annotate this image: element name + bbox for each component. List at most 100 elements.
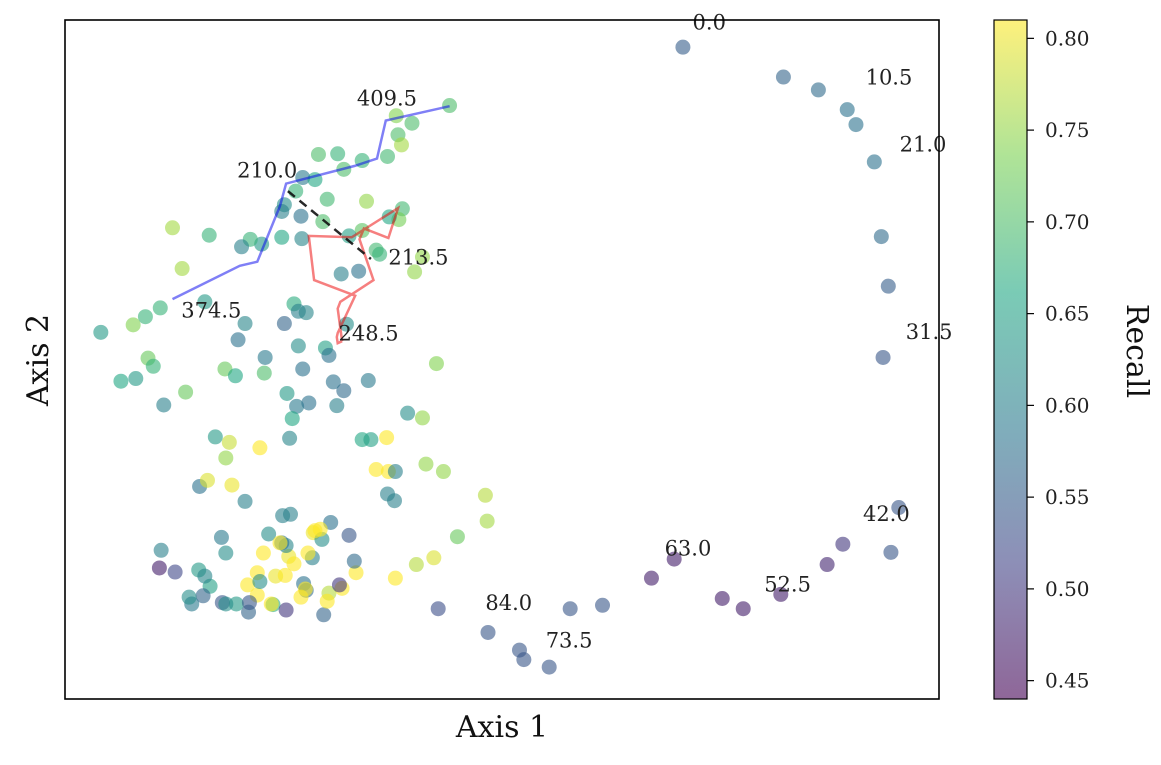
data-point [442,98,458,114]
data-point [393,137,409,153]
data-point [252,440,268,456]
data-point [279,385,295,401]
data-point [819,557,835,573]
data-point [145,358,161,374]
data-point [153,542,169,558]
data-point [93,324,109,340]
colorbar-ticks: 0.45 0.50 0.55 0.60 0.65 0.70 0.75 0.80 [1027,26,1090,693]
data-point [426,550,442,566]
annotation-label: 84.0 [485,591,532,615]
data-point [643,570,659,586]
data-point [230,332,246,348]
data-point [165,220,181,236]
data-point [379,430,395,446]
data-point [297,581,313,597]
data-point [227,368,243,384]
annotation-label: 0.0 [693,11,726,35]
data-point [562,601,578,617]
data-point [256,365,272,381]
colorbar-tick-label: 0.80 [1045,26,1090,50]
data-point [511,642,527,658]
data-point [331,577,347,593]
data-point [418,456,434,472]
data-point [301,395,317,411]
data-point [290,338,306,354]
data-point [341,527,357,543]
data-point [213,529,229,545]
blue-path [171,104,450,301]
colorbar-tick-label: 0.50 [1045,577,1090,601]
paths-layer [171,104,450,346]
data-point [666,551,682,567]
data-point [284,411,300,427]
plot-frame [64,19,940,700]
data-point [380,148,396,164]
data-point [880,278,896,294]
colorbar-label: Recall [1119,304,1154,398]
data-point [178,384,194,400]
data-point [714,591,730,607]
data-point [479,513,495,529]
data-point [866,154,882,170]
data-point [199,472,215,488]
data-point [329,398,345,414]
data-point [224,477,240,493]
data-point [181,589,197,605]
data-point [252,574,268,590]
data-point [197,294,213,310]
data-point [218,596,234,612]
data-point [241,595,257,611]
data-point [298,305,314,321]
annotation-label: 31.5 [906,320,953,344]
annotations-layer: 0.010.521.031.542.052.563.073.584.0409.5… [181,11,952,653]
data-point [735,601,751,617]
data-point [408,557,424,573]
data-point [278,602,294,618]
data-point [359,193,375,209]
data-point [839,102,855,118]
colorbar-frame [993,19,1028,700]
data-point [387,464,403,480]
data-point [428,356,444,372]
data-point [174,261,190,277]
data-point [294,231,310,247]
data-point [237,493,253,509]
data-point [336,383,352,399]
colorbar-tick-label: 0.70 [1045,210,1090,234]
data-point [293,208,309,224]
data-point [346,553,362,569]
annotation-label: 409.5 [357,87,417,111]
colorbar-tick-label: 0.45 [1045,669,1090,693]
colorbar-tick-label: 0.55 [1045,485,1090,509]
data-point [835,536,851,552]
annotation-label: 213.5 [388,245,448,269]
x-axis-label: Axis 1 [455,710,548,745]
data-point [360,373,376,389]
data-point [351,263,367,279]
data-point [274,229,290,245]
data-point [195,588,211,604]
data-point [875,349,891,365]
data-point [372,246,388,262]
data-point [201,227,217,243]
annotation-label: 52.5 [764,573,811,597]
data-point [595,597,611,613]
annotation-label: 73.5 [546,628,593,652]
data-point [197,568,213,584]
data-point [234,239,250,255]
annotation-label: 42.0 [863,502,910,526]
data-point [237,316,253,332]
annotation-label: 248.5 [339,321,399,345]
data-point [151,560,167,576]
data-point [277,567,293,583]
data-point [255,545,271,561]
data-point [272,535,288,551]
data-point [480,624,496,640]
data-point [218,545,234,561]
data-point [228,596,244,612]
data-point [261,526,277,542]
data-point [315,214,331,230]
data-point [321,347,337,363]
data-point [883,544,899,560]
